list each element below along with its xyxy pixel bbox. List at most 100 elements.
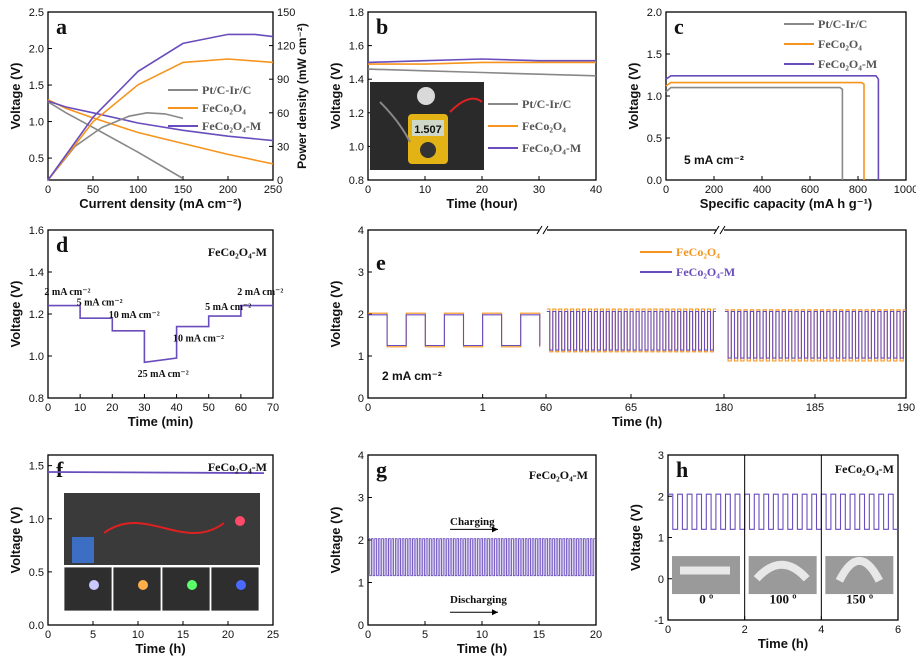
- legend-entry: Pt/C-Ir/C: [202, 83, 251, 97]
- y-tick-label: 1.2: [29, 309, 44, 321]
- series-line: [665, 81, 865, 180]
- battery-cell: [417, 87, 435, 105]
- x-axis-label: Time (hour): [446, 196, 517, 211]
- y-tick-label: 0.5: [647, 133, 662, 145]
- arrow-head: [492, 609, 498, 616]
- legend-entry: FeCo₂O₄-M: [676, 265, 735, 279]
- x-axis-label: Time (min): [128, 414, 194, 429]
- legend-entry: FeCo₂O₄: [202, 101, 246, 115]
- x-tick-label: 0: [45, 629, 51, 641]
- x-tick-label: 190: [897, 402, 915, 414]
- led-wire: [103, 522, 225, 534]
- x-tick-label: 10: [132, 629, 144, 641]
- y2-axis-label: Power density (mW cm⁻²): [295, 23, 309, 169]
- plot-frame-a: [47, 11, 274, 181]
- plot-frame-e: [367, 229, 907, 399]
- led-photo-tile: [210, 566, 260, 612]
- series-line: [47, 58, 274, 181]
- current-density-annotation: 2 mA cm⁻²: [382, 369, 442, 383]
- series-line: [367, 68, 597, 77]
- red-wire: [449, 97, 483, 113]
- plot-frame-f: [47, 454, 274, 626]
- y-axis-label: Voltage (V): [628, 504, 643, 571]
- y-axis-label: Voltage (V): [328, 507, 343, 574]
- y-tick-label: 1: [658, 533, 664, 545]
- x-tick-label: 180: [715, 402, 733, 414]
- x-tick-label: 5: [90, 629, 96, 641]
- step-annotation: 25 mA cm⁻²: [138, 369, 189, 380]
- legend-entry: FeCo₂O₄-M: [522, 141, 581, 155]
- discharging-label: Discharging: [450, 594, 507, 606]
- x-tick-label: 10: [476, 629, 488, 641]
- x-tick-label: 25: [267, 629, 279, 641]
- axis-break-mark: [719, 225, 726, 235]
- y-tick-label: 2: [658, 491, 664, 503]
- led-glow: [236, 580, 246, 590]
- y-tick-label: -1: [654, 615, 664, 627]
- legend-entry: FeCo₂O₄: [676, 245, 720, 259]
- y-tick-label: 1.2: [349, 108, 364, 120]
- y-tick-label: 0: [358, 620, 364, 632]
- cycling-trace: [368, 538, 596, 577]
- y-tick-label: 1.8: [349, 7, 364, 19]
- legend-entry: FeCo₂O₄: [818, 37, 862, 51]
- y-tick-label: 1.0: [29, 117, 44, 129]
- y-axis-label: Voltage (V): [626, 63, 641, 130]
- bent-battery: [753, 560, 810, 582]
- step-annotation: 5 mA cm⁻²: [77, 298, 123, 309]
- y-tick-label: 0.5: [29, 153, 44, 165]
- y2-tick-label: 60: [277, 108, 289, 120]
- series-line: [665, 86, 844, 180]
- y2-tick-label: 120: [277, 41, 295, 53]
- x-tick-label: 150: [174, 184, 192, 196]
- panel-letter-a: a: [56, 14, 67, 39]
- axis-break-mark: [542, 225, 549, 235]
- step-annotation: 10 mA cm⁻²: [109, 310, 160, 321]
- series-line: [47, 471, 265, 474]
- x-tick-label: 0: [45, 184, 51, 196]
- y-tick-label: 0: [658, 574, 664, 586]
- y2-tick-label: 0: [277, 175, 283, 187]
- led-photo-tile: [63, 566, 113, 612]
- x-tick-label: 2: [742, 624, 748, 636]
- y-tick-label: 4: [358, 225, 364, 237]
- legend-entry: FeCo₂O₄-M: [818, 57, 877, 71]
- x-tick-label: 200: [705, 184, 723, 196]
- axis-break-gap: [716, 227, 724, 233]
- x-tick-label: 0: [663, 184, 669, 196]
- bending-photo: [672, 556, 740, 595]
- legend-entry: Pt/C-Ir/C: [522, 97, 571, 111]
- x-tick-label: 600: [801, 184, 819, 196]
- series-line: [47, 101, 184, 180]
- y-axis-label: Voltage (V): [328, 63, 343, 130]
- series-line: [48, 304, 273, 364]
- x-tick-label: 20: [590, 629, 602, 641]
- legend-entry: FeCo₂O₄-M: [202, 119, 261, 133]
- current-density-annotation: 5 mA cm⁻²: [684, 153, 744, 167]
- cycling-trace: [546, 308, 716, 353]
- y-tick-label: 1.0: [29, 514, 44, 526]
- x-tick-label: 15: [533, 629, 545, 641]
- y-tick-label: 1.4: [349, 74, 364, 86]
- x-tick-label: 50: [203, 402, 215, 414]
- bend-angle-label: 100 º: [769, 592, 796, 607]
- x-tick-label: 1: [480, 402, 486, 414]
- legend-entry: Pt/C-Ir/C: [818, 17, 867, 31]
- x-tick-label: 185: [806, 402, 824, 414]
- y-tick-label: 1.5: [29, 80, 44, 92]
- y-tick-label: 3: [358, 493, 364, 505]
- x-tick-label: 10: [419, 184, 431, 196]
- legend-entry: FeCo₂O₄: [522, 119, 566, 133]
- bent-battery: [835, 557, 883, 583]
- panel-letter-h: h: [676, 457, 688, 482]
- axis-break-gap: [539, 227, 547, 233]
- y-tick-label: 2.0: [29, 44, 44, 56]
- y-axis-label: Voltage (V): [328, 281, 343, 348]
- y-axis-label: Voltage (V): [8, 63, 23, 130]
- y-tick-label: 0.0: [647, 175, 662, 187]
- led-glow: [89, 580, 99, 590]
- x-tick-label: 5: [422, 629, 428, 641]
- y-tick-label: 1.5: [29, 461, 44, 473]
- multimeter-readout: 1.507: [414, 124, 442, 136]
- x-tick-label: 200: [219, 184, 237, 196]
